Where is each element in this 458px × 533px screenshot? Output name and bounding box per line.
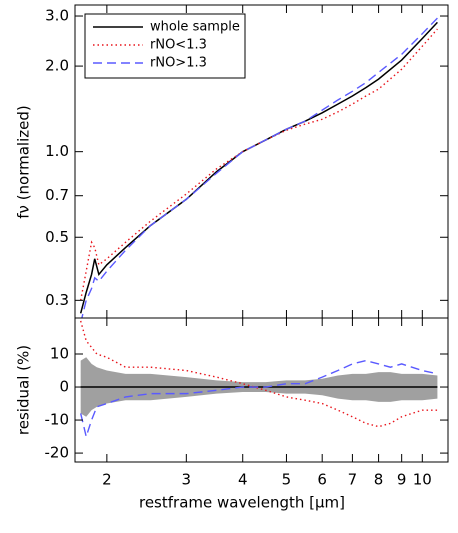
y-tick-label: 1.0	[45, 142, 69, 160]
series-line	[80, 359, 438, 440]
y-tick-label: 0.3	[45, 291, 69, 309]
y-tick-label: -10	[45, 411, 70, 429]
x-tick-label: 5	[282, 471, 292, 489]
y-tick-label: -20	[45, 444, 70, 462]
x-axis-label: restframe wavelength [μm]	[139, 494, 345, 512]
x-tick-label: 10	[413, 471, 432, 489]
plot-frame	[74, 317, 449, 463]
y-tick-label: 3.0	[45, 7, 69, 25]
legend-label: rNO>1.3	[150, 56, 207, 71]
y-axis-label: fν (normalized)	[15, 105, 33, 218]
legend-label: rNO<1.3	[150, 38, 207, 53]
y-axis-label: residual (%)	[15, 345, 33, 435]
y-tick-label: 0.5	[45, 228, 69, 246]
y-tick-label: 0.7	[45, 186, 69, 204]
y-tick-label: 10	[50, 345, 69, 363]
series-line	[81, 17, 438, 318]
x-tick-label: 6	[317, 471, 327, 489]
x-tick-label: 7	[348, 471, 358, 489]
x-tick-label: 9	[397, 471, 407, 489]
x-tick-label: 4	[238, 471, 248, 489]
legend-box	[84, 13, 246, 79]
y-tick-label: 0	[59, 378, 69, 396]
x-tick-label: 8	[374, 471, 384, 489]
x-tick-label: 3	[182, 471, 192, 489]
y-tick-label: 2.0	[45, 57, 69, 75]
legend-label: whole sample	[150, 20, 240, 35]
x-tick-label: 2	[102, 471, 112, 489]
